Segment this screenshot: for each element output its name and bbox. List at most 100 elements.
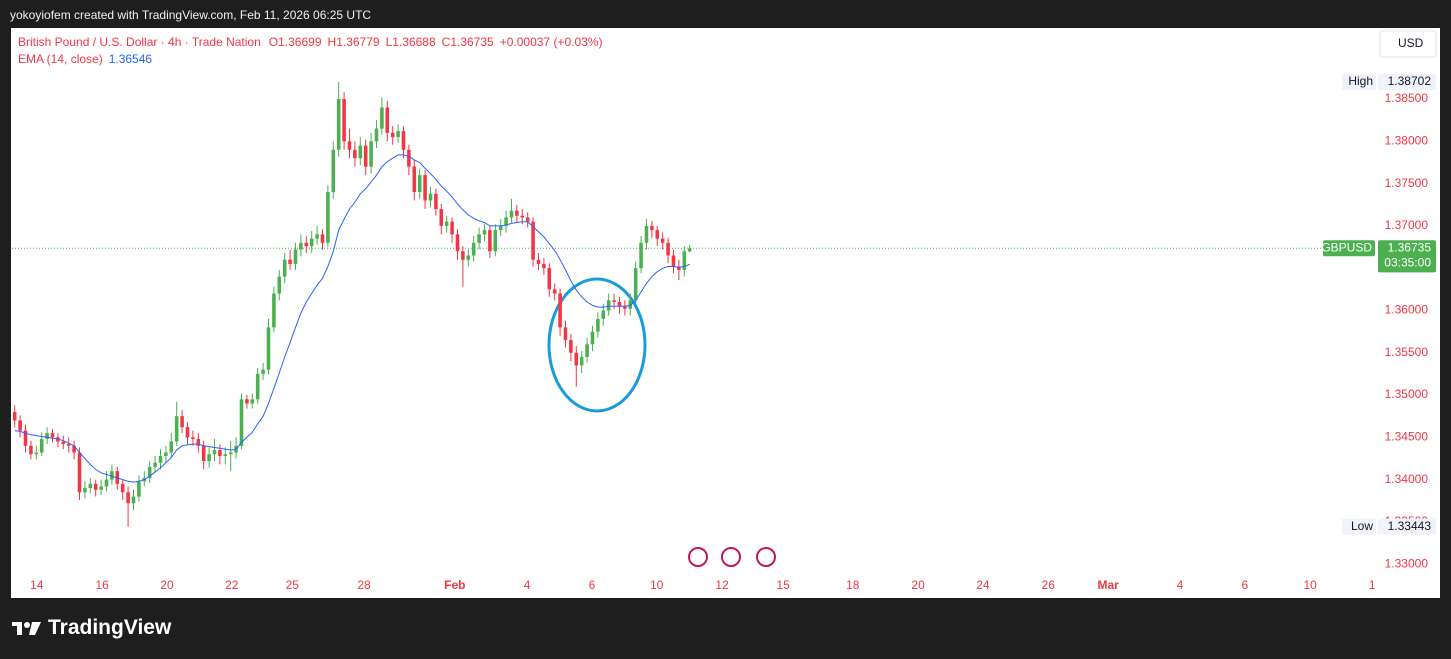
candle-body [579, 356, 584, 366]
candle-body [93, 483, 98, 490]
high-badge-tag-bg [1342, 73, 1376, 90]
chart-panel [11, 28, 1440, 598]
candle-body [169, 441, 174, 453]
x-tick-label: 24 [976, 578, 990, 592]
high-badge-value: 1.38702 [1388, 74, 1432, 88]
x-tick-label: 10 [650, 578, 664, 592]
x-tick-label: 26 [1042, 578, 1056, 592]
legend-o-value: 1.36699 [278, 35, 322, 49]
candle-body [363, 145, 368, 167]
legend-line: British Pound / U.S. Dollar · 4h · Trade… [18, 35, 602, 49]
candle-body [320, 234, 325, 243]
candle-body [407, 149, 411, 167]
candle-body [12, 411, 17, 421]
candle-body [466, 255, 471, 260]
y-tick-label: 1.37000 [1385, 218, 1429, 232]
legend-l-value: 1.36688 [392, 35, 436, 49]
candle-body [461, 251, 465, 260]
price-badge-value: 1.36735 [1388, 240, 1432, 254]
y-tick-label: 1.37500 [1385, 176, 1429, 190]
candle-body [266, 327, 271, 370]
candle-body [299, 242, 303, 250]
candle-body [633, 268, 638, 301]
low-badge-tag-bg [1342, 518, 1376, 535]
x-tick-label: Mar [1097, 578, 1119, 592]
legend-h: H [328, 35, 337, 49]
candle-body [493, 230, 498, 252]
x-tick-label: 18 [846, 578, 860, 592]
low-badge-tag: Low [1351, 519, 1373, 533]
x-tick-label: 6 [1241, 578, 1248, 592]
candle-body [423, 175, 427, 201]
price-badge-countdown: 03:35:00 [1384, 255, 1431, 269]
event-icon[interactable] [688, 547, 708, 567]
candle-body [628, 300, 633, 309]
candle-body [201, 445, 206, 461]
symbol-tag-bg [1323, 240, 1375, 257]
brand-logo [12, 622, 41, 635]
candle-body [66, 444, 71, 446]
event-icons[interactable] [688, 547, 776, 567]
candle-body [596, 318, 600, 332]
candle-body [536, 259, 541, 264]
candle-body [412, 166, 417, 193]
candle-body [77, 452, 82, 493]
candle-body [347, 141, 352, 150]
candle-body [385, 107, 390, 133]
legend-l: L [386, 35, 393, 49]
candle-body [444, 221, 449, 226]
low-badge-bg [1378, 518, 1436, 535]
candle-body [488, 230, 492, 252]
candle-body [34, 452, 39, 455]
y-tick-label: 1.34500 [1385, 429, 1429, 443]
event-icon[interactable] [721, 547, 741, 567]
candle-body [174, 416, 179, 442]
attribution: yokoyiofem created with TradingView.com,… [10, 8, 372, 22]
candle-body [477, 234, 481, 243]
candle-body [336, 99, 341, 150]
y-tick-label: 1.35000 [1385, 387, 1429, 401]
candle-body [569, 340, 573, 353]
candle-body [196, 439, 201, 446]
candle-body [563, 327, 568, 341]
y-tick-label: 1.35500 [1385, 345, 1429, 359]
x-tick-label: 28 [357, 578, 371, 592]
candle-body [396, 131, 400, 138]
currency[interactable]: USD [1398, 36, 1424, 50]
candle-body [482, 230, 487, 235]
price-badge-bg [1378, 240, 1436, 273]
candle-body [687, 248, 692, 252]
candle-body [358, 145, 363, 159]
candle-body [126, 492, 130, 504]
candle-body [277, 276, 282, 294]
candle-body [601, 310, 606, 319]
candle-body [612, 300, 616, 303]
candle-body [542, 263, 546, 269]
currency-button[interactable] [1379, 30, 1437, 58]
candle-body [374, 128, 379, 142]
candle-body [401, 131, 406, 150]
x-tick-label: 20 [160, 578, 174, 592]
candle-body [574, 352, 579, 366]
candle-body [558, 293, 562, 328]
candle-body [315, 234, 319, 239]
x-tick-label: 10 [1303, 578, 1317, 592]
x-tick-label: Feb [444, 578, 465, 592]
candle-body [369, 141, 373, 167]
event-icon[interactable] [756, 547, 776, 567]
x-tick-label: 4 [1177, 578, 1184, 592]
ema-value: 1.36546 [109, 52, 153, 66]
candle-body [353, 149, 357, 159]
candle-body [525, 217, 530, 222]
candle-body [88, 483, 93, 489]
ema-line [14, 154, 690, 483]
high-badge-tag: High [1348, 74, 1373, 88]
candle-body [180, 416, 184, 428]
candle-body [39, 439, 44, 453]
candle-body [228, 452, 233, 455]
x-tick-label: 20 [911, 578, 925, 592]
y-tick-label: 1.36000 [1385, 303, 1429, 317]
high-badge-bg [1378, 73, 1436, 90]
brand: TradingView [12, 616, 171, 640]
